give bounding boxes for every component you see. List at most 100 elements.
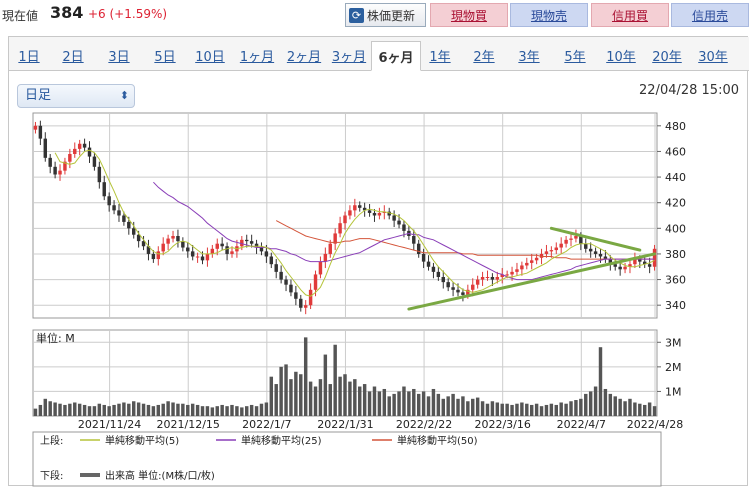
cash-buy-button[interactable]: 現物買 — [430, 3, 508, 27]
candle-body — [510, 271, 514, 275]
candle-body — [652, 248, 657, 267]
margin-sell-button[interactable]: 信用売 — [671, 3, 749, 27]
volume-unit-label: 単位: M — [36, 331, 75, 345]
volume-bar — [367, 391, 372, 416]
tab-10y[interactable]: 10年 — [606, 50, 636, 65]
candle-body — [200, 256, 205, 261]
volume-bar — [87, 406, 92, 416]
candle-body — [485, 277, 490, 278]
candle-body — [151, 253, 156, 260]
volume-bar — [294, 371, 298, 416]
candle-body — [254, 243, 259, 248]
volume-bar — [633, 402, 637, 416]
volume-bar — [77, 403, 82, 416]
sma5-line — [54, 149, 655, 297]
volume-bar — [289, 379, 293, 416]
volume-bar — [308, 381, 313, 416]
volume-bar — [510, 404, 514, 416]
candle-body — [623, 266, 627, 270]
candle-body — [588, 248, 593, 252]
candle-body — [574, 236, 578, 239]
candle-body — [210, 248, 215, 254]
candle-body — [466, 289, 470, 295]
volume-bar — [534, 403, 539, 416]
tab-30y[interactable]: 30年 — [698, 50, 728, 65]
volume-bar — [63, 404, 67, 416]
tab-6m[interactable]: 6ヶ月 — [371, 41, 421, 71]
x-tick-label: 2022/4/7 — [557, 418, 606, 431]
tab-3d[interactable]: 3日 — [108, 50, 130, 65]
volume-bar — [195, 404, 200, 416]
tab-1y[interactable]: 1年 — [429, 50, 451, 65]
volume-bar — [318, 379, 323, 416]
quote-bar: 現在値 384 +6 (+1.59%) ⟳ 株価更新 現物買 現物売 信用買 信… — [0, 0, 750, 30]
candle-body — [642, 261, 647, 265]
tab-20y[interactable]: 20年 — [652, 50, 682, 65]
tab-3m[interactable]: 3ヶ月 — [331, 50, 367, 65]
candle-body — [112, 205, 116, 211]
tab-1d[interactable]: 1日 — [18, 50, 40, 65]
interval-select[interactable]: 日足 ⬍ — [17, 84, 135, 108]
y-tick-label: 400 — [665, 222, 686, 235]
volume-bar — [215, 406, 219, 416]
candle-body — [495, 277, 500, 280]
volume-bar — [338, 376, 342, 416]
candle-body — [156, 251, 161, 260]
volume-bar — [205, 406, 210, 416]
candle-body — [146, 246, 151, 254]
volume-bar — [235, 406, 239, 416]
tab-5d[interactable]: 5日 — [154, 50, 176, 65]
volume-bar — [264, 402, 269, 416]
candle-body — [240, 239, 244, 247]
candle-body — [176, 236, 180, 242]
chevron-updown-icon: ⬍ — [119, 89, 129, 102]
candle-body — [264, 251, 269, 257]
volume-bar — [249, 404, 254, 416]
tab-2y[interactable]: 2年 — [473, 50, 495, 65]
volume-bar — [68, 403, 72, 416]
candle-body — [480, 277, 485, 280]
candle-body — [461, 292, 465, 295]
volume-bar — [480, 401, 485, 416]
volume-bar — [608, 393, 613, 416]
volume-bar — [313, 386, 318, 416]
candle-body — [38, 125, 43, 139]
volume-bar — [588, 391, 593, 416]
candle-body — [225, 246, 229, 254]
candle-body — [230, 251, 234, 254]
volume-bar — [500, 403, 504, 416]
legend-item-label: 単純移動平均(5) — [105, 434, 179, 447]
tab-10d[interactable]: 10日 — [195, 50, 225, 65]
candle-body — [195, 256, 200, 258]
candle-body — [338, 223, 342, 234]
candle-body — [471, 284, 475, 290]
volume-bar — [471, 398, 475, 416]
volume-bar — [387, 396, 391, 416]
tab-3y[interactable]: 3年 — [518, 50, 540, 65]
tab-2m[interactable]: 2ヶ月 — [286, 50, 322, 65]
candle-body — [431, 266, 436, 272]
volume-bar — [43, 398, 48, 416]
volume-bar — [303, 337, 308, 416]
legend-upper-label: 上段: — [40, 434, 63, 447]
legend-box — [32, 431, 662, 487]
candle-body — [299, 298, 303, 308]
candle-body — [68, 154, 72, 162]
y-tick-label: 380 — [665, 248, 686, 261]
candle-body — [456, 289, 460, 293]
legend-item-label: 単純移動平均(25) — [241, 434, 322, 447]
tab-2d[interactable]: 2日 — [62, 50, 84, 65]
refresh-price-button[interactable]: ⟳ 株価更新 — [345, 3, 426, 27]
volume-bar — [416, 393, 421, 416]
volume-bar — [539, 406, 544, 416]
volume-bar — [259, 403, 264, 416]
candle-body — [520, 265, 524, 270]
cash-sell-button[interactable]: 現物売 — [510, 3, 588, 27]
tab-5y[interactable]: 5年 — [564, 50, 586, 65]
margin-buy-button[interactable]: 信用買 — [591, 3, 669, 27]
volume-bar — [407, 391, 411, 416]
volume-bar — [353, 379, 357, 416]
volume-bar — [441, 398, 445, 416]
tab-1m[interactable]: 1ヶ月 — [239, 50, 275, 65]
volume-bar — [426, 396, 431, 416]
